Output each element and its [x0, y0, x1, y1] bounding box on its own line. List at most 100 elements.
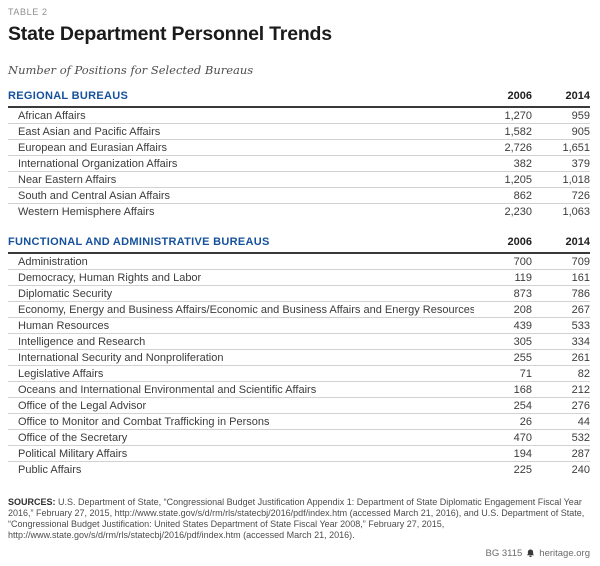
value-2014: 726: [571, 189, 590, 202]
value-2014: 161: [571, 271, 590, 284]
value-2006: 1,582: [504, 125, 532, 138]
value-2014: 533: [571, 319, 590, 332]
footer: BG 3115 heritage.org: [486, 548, 591, 559]
bureau-name: African Affairs: [18, 109, 86, 122]
value-2014: 905: [571, 125, 590, 138]
value-2006: 26: [519, 415, 532, 428]
section-header-row: FUNCTIONAL AND ADMINISTRATIVE BUREAUS 20…: [8, 236, 590, 254]
value-2014: 1,018: [562, 173, 590, 186]
value-2014: 267: [571, 303, 590, 316]
table-row: Economy, Energy and Business Affairs/Eco…: [8, 302, 590, 318]
value-2006: 1,205: [504, 173, 532, 186]
personnel-table: REGIONAL BUREAUS 2006 2014 African Affai…: [8, 90, 590, 478]
bureau-name: International Organization Affairs: [18, 157, 178, 170]
heritage-bell-icon: [526, 549, 535, 558]
column-header-2006: 2006: [507, 90, 532, 102]
value-2014: 287: [571, 447, 590, 460]
sources-label: SOURCES:: [8, 497, 56, 507]
table-row: Administration 700 709: [8, 254, 590, 270]
page-title: State Department Personnel Trends: [8, 23, 332, 45]
bureau-name: Economy, Energy and Business Affairs/Eco…: [18, 303, 474, 316]
bureau-name: Western Hemisphere Affairs: [18, 206, 155, 218]
section-functional-bureaus: FUNCTIONAL AND ADMINISTRATIVE BUREAUS 20…: [8, 236, 590, 478]
bureau-name: East Asian and Pacific Affairs: [18, 125, 161, 138]
table-row: Oceans and International Environmental a…: [8, 382, 590, 398]
bureau-name: Oceans and International Environmental a…: [18, 383, 317, 396]
table-row: East Asian and Pacific Affairs 1,582 905: [8, 124, 590, 140]
document-id: BG 3115: [485, 548, 523, 559]
table-row: Political Military Affairs 194 287: [8, 446, 590, 462]
value-2014: 709: [571, 255, 590, 268]
value-2006: 439: [513, 319, 532, 332]
bureau-name: Office of the Legal Advisor: [18, 399, 147, 412]
table-row: Intelligence and Research 305 334: [8, 334, 590, 350]
bureau-name: European and Eurasian Affairs: [18, 141, 168, 154]
table-row: Democracy, Human Rights and Labor 119 16…: [8, 270, 590, 286]
value-2006: 119: [514, 271, 532, 284]
value-2006: 873: [513, 287, 532, 300]
table-row: European and Eurasian Affairs 2,726 1,65…: [8, 140, 590, 156]
value-2006: 2,230: [504, 206, 532, 218]
section-regional-bureaus: REGIONAL BUREAUS 2006 2014 African Affai…: [8, 90, 590, 220]
table-row: Near Eastern Affairs 1,205 1,018: [8, 172, 590, 188]
table-row: Office of the Secretary 470 532: [8, 430, 590, 446]
value-2006: 700: [513, 255, 532, 268]
bureau-name: Human Resources: [18, 319, 110, 332]
table-row: Western Hemisphere Affairs 2,230 1,063: [8, 204, 590, 220]
value-2006: 862: [513, 189, 532, 202]
value-2014: 276: [571, 399, 590, 412]
value-2014: 959: [571, 109, 590, 122]
bureau-name: South and Central Asian Affairs: [18, 189, 171, 202]
bureau-name: Legislative Affairs: [18, 367, 104, 380]
value-2006: 225: [513, 464, 532, 476]
value-2006: 208: [513, 303, 532, 316]
value-2014: 261: [571, 351, 590, 364]
value-2006: 168: [513, 383, 532, 396]
bureau-name: Democracy, Human Rights and Labor: [18, 271, 202, 284]
value-2014: 240: [571, 464, 590, 476]
table-row: International Security and Nonproliferat…: [8, 350, 590, 366]
table-row: Office to Monitor and Combat Trafficking…: [8, 414, 590, 430]
table-row: Office of the Legal Advisor 254 276: [8, 398, 590, 414]
table-row: South and Central Asian Affairs 862 726: [8, 188, 590, 204]
value-2006: 470: [513, 431, 532, 444]
value-2014: 82: [577, 367, 590, 380]
bureau-name: Administration: [18, 255, 88, 268]
table-row: Diplomatic Security 873 786: [8, 286, 590, 302]
bureau-name: Office of the Secretary: [18, 431, 128, 444]
value-2006: 254: [513, 399, 532, 412]
table-row: Legislative Affairs 71 82: [8, 366, 590, 382]
column-header-2006: 2006: [507, 236, 532, 248]
section-title: REGIONAL BUREAUS: [8, 90, 129, 102]
section-header-row: REGIONAL BUREAUS 2006 2014: [8, 90, 590, 108]
column-header-2014: 2014: [565, 90, 590, 102]
table-row: Public Affairs 225 240: [8, 462, 590, 478]
value-2014: 334: [571, 335, 590, 348]
value-2006: 305: [513, 335, 532, 348]
value-2006: 194: [513, 447, 532, 460]
value-2014: 379: [571, 157, 590, 170]
value-2014: 212: [571, 383, 590, 396]
bureau-name: Political Military Affairs: [18, 447, 128, 460]
table-subtitle: Number of Positions for Selected Bureaus: [8, 63, 254, 77]
bureau-name: Diplomatic Security: [18, 287, 113, 300]
site-url: heritage.org: [539, 548, 590, 559]
table-number-label: TABLE 2: [8, 7, 48, 17]
value-2014: 786: [571, 287, 590, 300]
bureau-name: Near Eastern Affairs: [18, 173, 117, 186]
bureau-name: Public Affairs: [18, 464, 82, 476]
value-2006: 382: [513, 157, 532, 170]
value-2006: 255: [513, 351, 532, 364]
sources-text: U.S. Department of State, “Congressional…: [8, 497, 585, 541]
value-2014: 1,651: [562, 141, 590, 154]
value-2006: 2,726: [504, 141, 532, 154]
bureau-name: International Security and Nonproliferat…: [18, 351, 224, 364]
table-row: International Organization Affairs 382 3…: [8, 156, 590, 172]
value-2014: 1,063: [562, 206, 590, 218]
value-2006: 1,270: [504, 109, 532, 122]
value-2014: 44: [577, 415, 590, 428]
section-title: FUNCTIONAL AND ADMINISTRATIVE BUREAUS: [8, 236, 270, 248]
value-2006: 71: [519, 367, 532, 380]
column-header-2014: 2014: [565, 236, 590, 248]
